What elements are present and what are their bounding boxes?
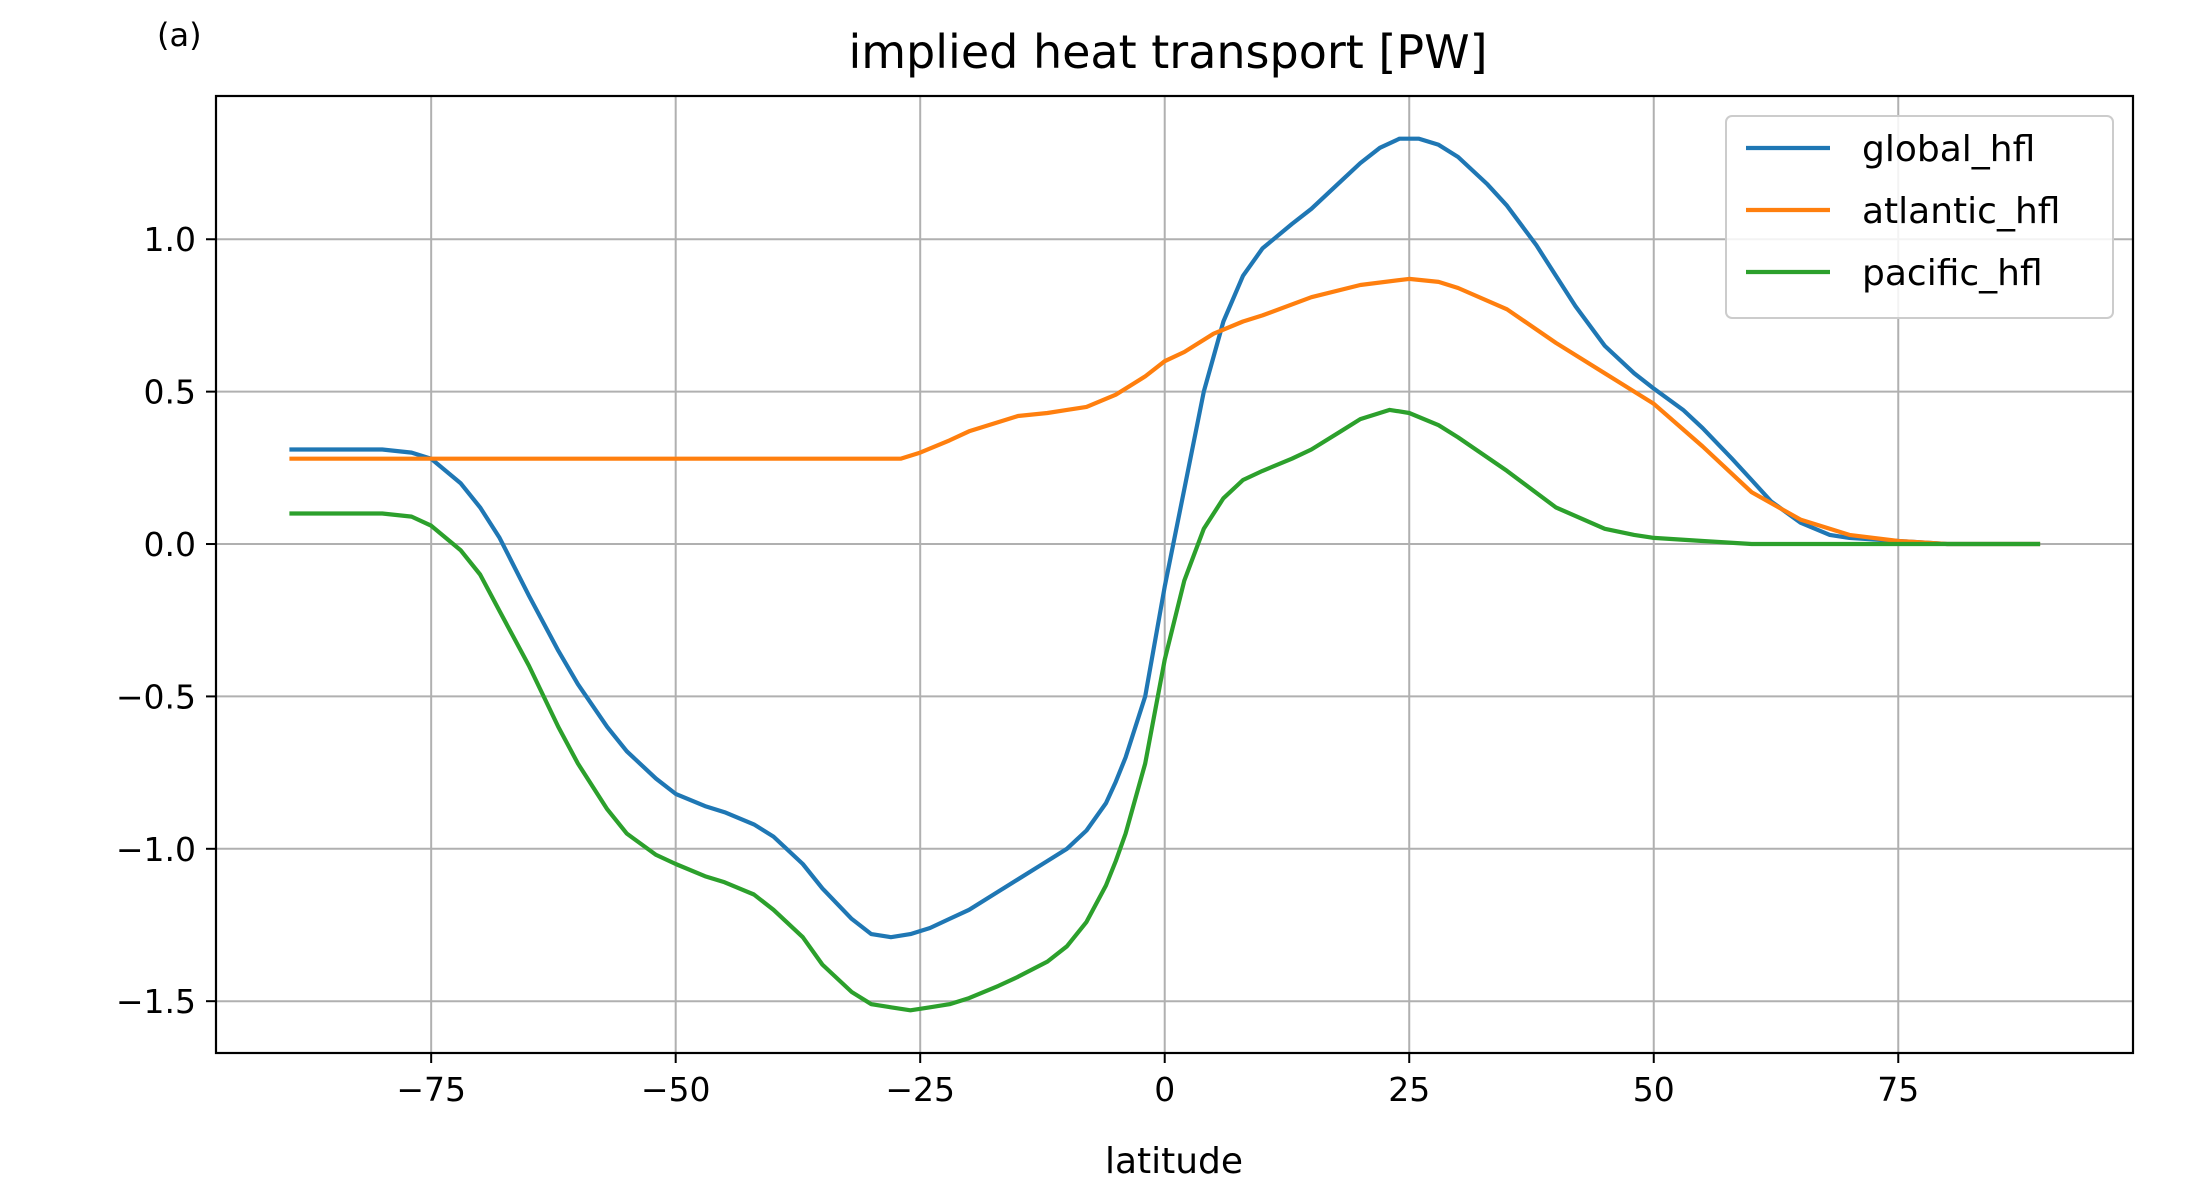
y-tick-label: −1.5 [116, 982, 196, 1021]
x-tick-label: 25 [1388, 1070, 1430, 1109]
series-line-atlantic-hfl [289, 276, 2041, 547]
chart-title: implied heat transport [PW] [848, 25, 1487, 79]
x-tick-label: 50 [1633, 1070, 1675, 1109]
plot-frame [214, 94, 2135, 1055]
panel-label: (a) [157, 16, 202, 54]
y-tick-label: 1.0 [144, 220, 196, 259]
series-lines [289, 136, 2041, 1013]
x-tick-label: −25 [885, 1070, 955, 1109]
x-axis-ticks: −75 −50 −25 0 25 50 75 [396, 1053, 1919, 1109]
x-tick-label: 75 [1877, 1070, 1919, 1109]
series-line-pacific-hfl [289, 407, 2041, 1013]
x-tick-label: −75 [396, 1070, 466, 1109]
x-tick-label: 0 [1154, 1070, 1175, 1109]
y-tick-label: −1.0 [116, 830, 196, 869]
y-tick-label: 0.5 [144, 373, 196, 412]
y-axis-ticks: 1.0 0.5 0.0 −0.5 −1.0 −1.5 [116, 220, 216, 1021]
y-tick-label: 0.0 [144, 525, 196, 564]
legend-box [1725, 115, 2114, 319]
legend-label: atlantic_hfl [1862, 191, 2060, 232]
legend: global_hfl atlantic_hfl pacific_hfl [1725, 115, 2114, 319]
legend-entries: global_hfl atlantic_hfl pacific_hfl [1746, 129, 2060, 294]
series-line-global-hfl [289, 136, 2041, 940]
y-tick-label: −0.5 [116, 677, 196, 716]
legend-label: global_hfl [1862, 129, 2035, 170]
x-tick-label: −50 [641, 1070, 711, 1109]
x-axis-label: latitude [1105, 1141, 1243, 1181]
legend-label: pacific_hfl [1862, 253, 2043, 294]
